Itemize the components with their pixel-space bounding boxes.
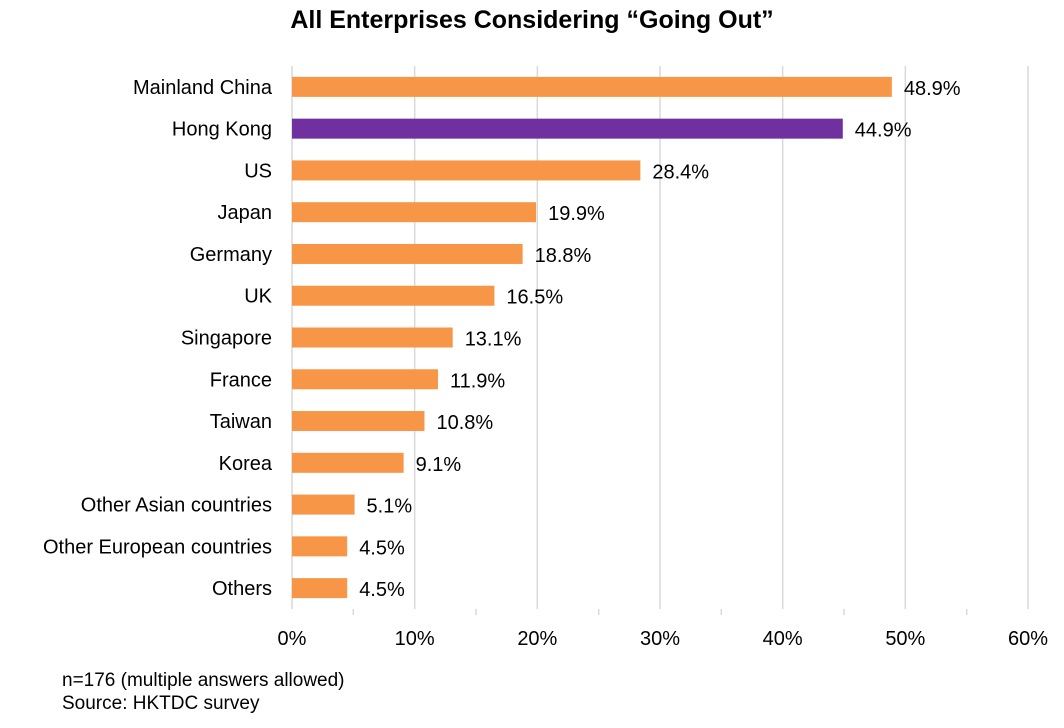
category-label: Others [212, 578, 272, 600]
data-label: 9.1% [416, 454, 462, 476]
bar [292, 452, 404, 473]
x-tick-label: 60% [1008, 628, 1048, 650]
category-label: Hong Kong [172, 119, 272, 141]
x-tick-label: 30% [640, 628, 680, 650]
category-label: France [210, 369, 272, 391]
bar [292, 578, 348, 599]
category-label: Japan [218, 202, 273, 224]
x-tick-label: 40% [763, 628, 803, 650]
bar [292, 536, 348, 557]
data-label: 19.9% [548, 203, 605, 225]
x-tick-label: 0% [278, 628, 307, 650]
data-label: 4.5% [359, 537, 405, 559]
x-tick-label: 20% [517, 628, 557, 650]
chart-title: All Enterprises Considering “Going Out” [290, 6, 774, 34]
bar [292, 327, 453, 348]
data-label: 18.8% [535, 245, 592, 267]
data-label: 4.5% [359, 579, 405, 601]
data-label: 48.9% [904, 78, 961, 100]
x-tick-label: 10% [395, 628, 435, 650]
category-label: Singapore [181, 328, 272, 350]
data-label: 13.1% [465, 329, 522, 351]
bar [292, 494, 355, 515]
bar [292, 202, 537, 223]
category-label: Taiwan [210, 411, 272, 433]
category-label: US [244, 160, 272, 182]
data-label: 11.9% [450, 370, 505, 392]
bar [292, 243, 523, 264]
sample-note: n=176 (multiple answers allowed) [62, 670, 345, 691]
category-label: Germany [190, 244, 272, 266]
bar [292, 76, 892, 97]
data-label: 10.8% [436, 412, 493, 434]
category-label: Other Asian countries [81, 495, 272, 517]
category-label: Korea [219, 453, 273, 475]
x-tick-label: 50% [885, 628, 925, 650]
bar [292, 369, 438, 390]
bar [292, 411, 425, 432]
data-label: 16.5% [506, 287, 563, 309]
category-label: Other European countries [43, 536, 272, 558]
bar [292, 160, 641, 181]
data-label: 5.1% [367, 496, 413, 518]
data-label: 28.4% [652, 161, 709, 183]
bar [292, 118, 843, 139]
category-label: UK [244, 286, 272, 308]
category-label: Mainland China [133, 77, 273, 99]
source-note: Source: HKTDC survey [62, 693, 260, 714]
data-label: 44.9% [855, 120, 912, 142]
bar [292, 285, 495, 306]
